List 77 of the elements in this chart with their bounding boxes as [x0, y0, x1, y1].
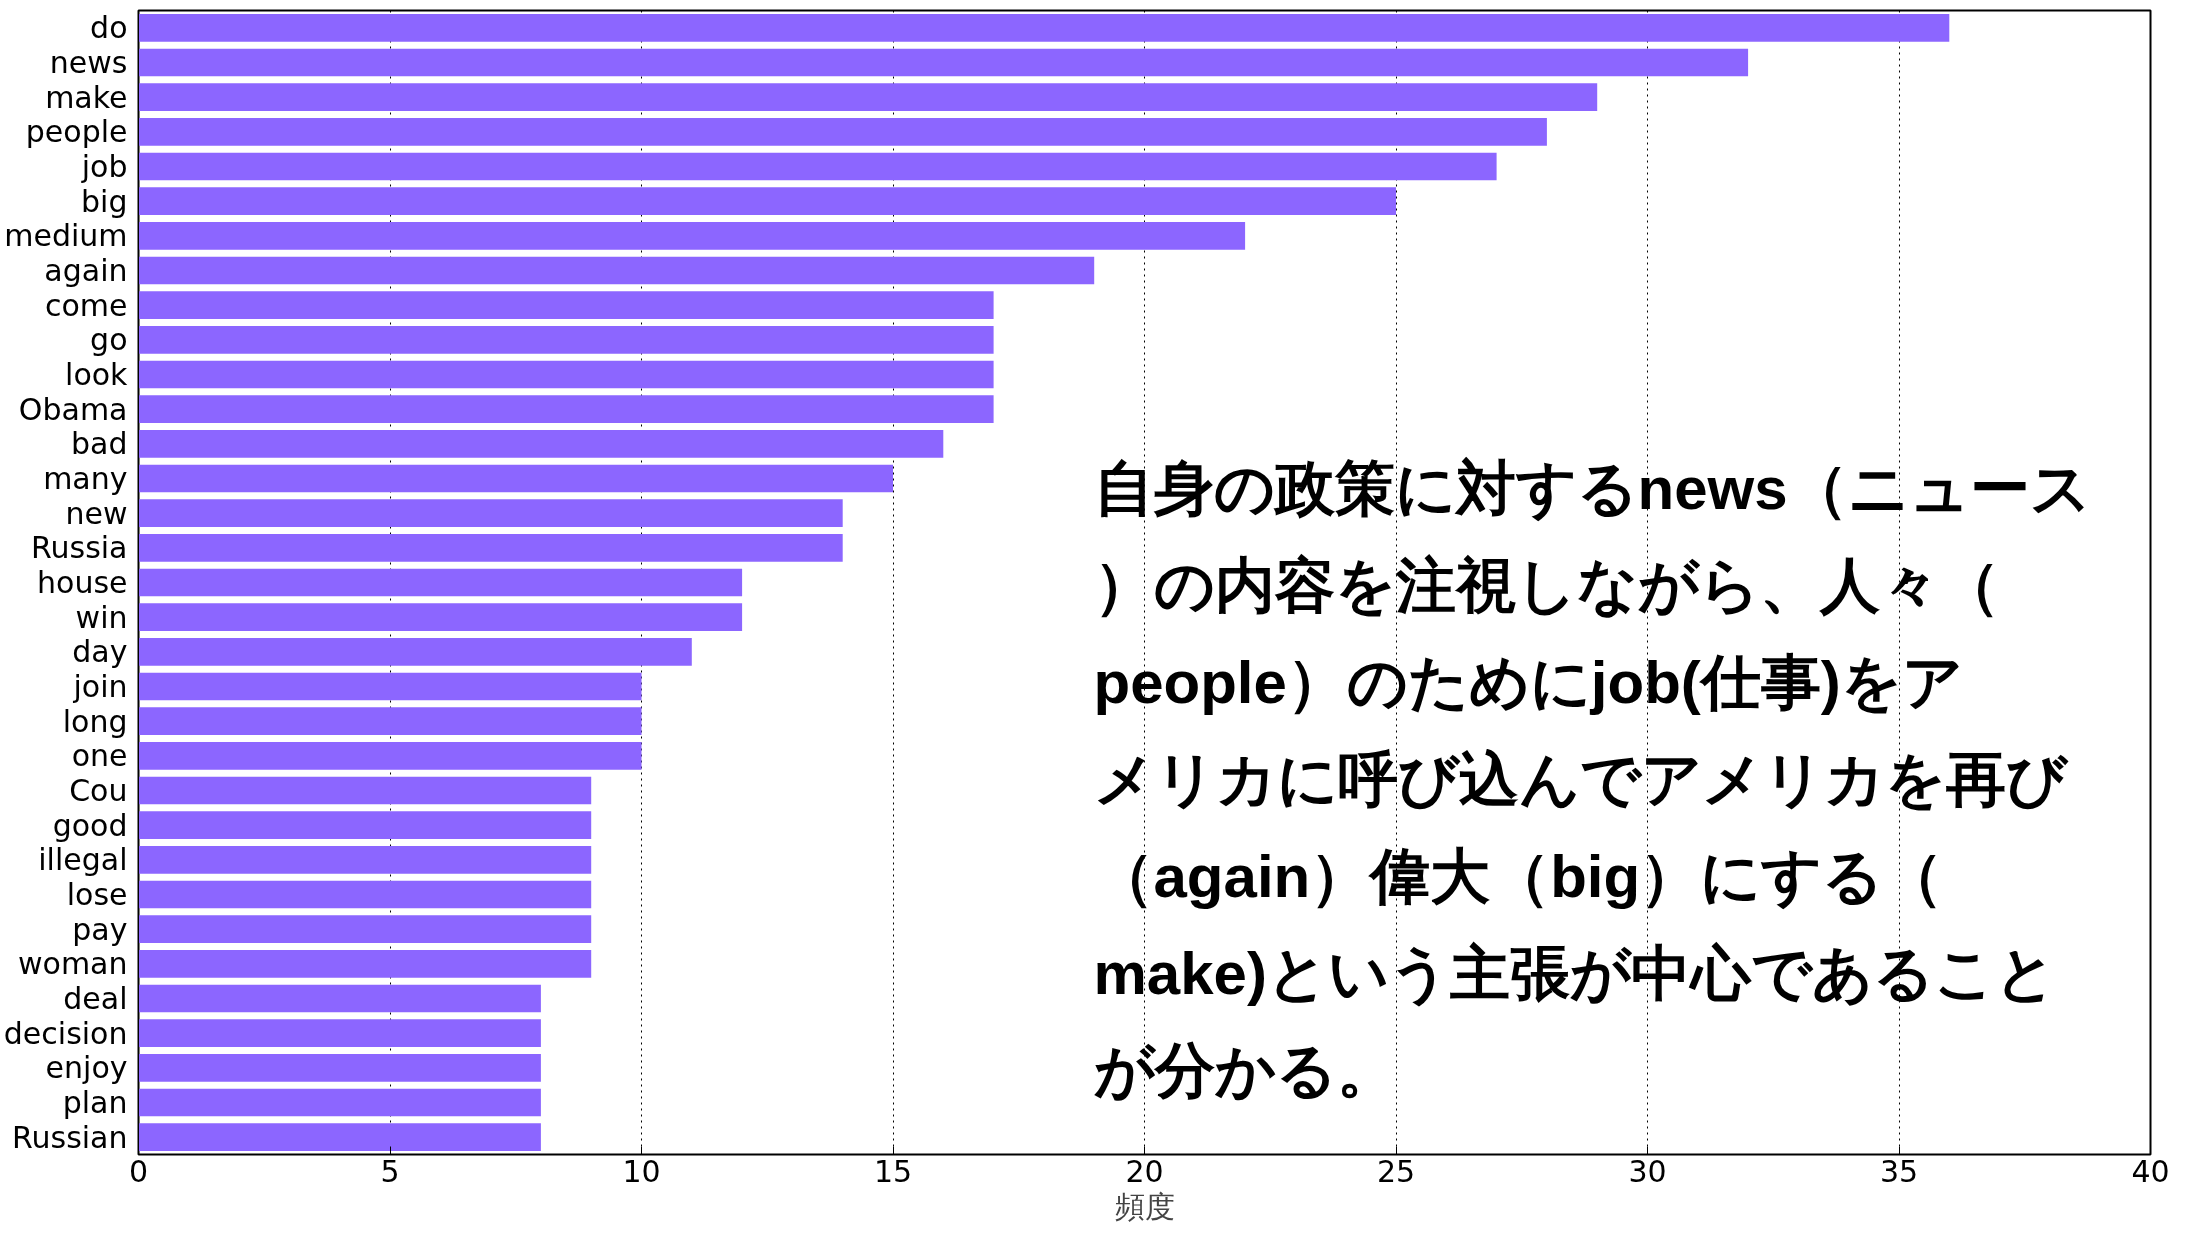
bar: [138, 152, 1497, 181]
bar: [138, 949, 592, 978]
y-tick-label: long: [62, 703, 128, 739]
y-tick-label: many: [43, 461, 128, 496]
y-tick-label: Obama: [18, 391, 128, 427]
y-tick-label: do: [90, 10, 128, 46]
bar: [138, 117, 1547, 146]
bar: [138, 499, 843, 528]
bar: [138, 880, 592, 909]
bar: [138, 83, 1598, 112]
y-tick-label: job: [80, 149, 128, 184]
bar: [138, 360, 994, 389]
bar: [138, 1053, 541, 1082]
y-tick-label: day: [72, 634, 128, 670]
x-tick-label: 5: [380, 1153, 400, 1189]
y-tick-label: bad: [71, 426, 128, 462]
y-tick-label: win: [75, 599, 128, 635]
x-tick-label: 25: [1376, 1153, 1416, 1189]
y-tick-label: new: [65, 495, 128, 531]
y-tick-label: illegal: [38, 842, 128, 878]
y-tick-label: lose: [66, 877, 128, 912]
bar: [138, 845, 592, 874]
x-tick-label: 10: [622, 1153, 661, 1189]
y-tick-label: make: [45, 79, 128, 115]
y-tick-label: look: [65, 357, 129, 392]
bar: [138, 256, 1095, 285]
bar: [138, 707, 642, 736]
y-tick-label: Russia: [31, 530, 128, 566]
bar: [138, 1123, 541, 1152]
bar: [138, 672, 642, 701]
bar: [138, 741, 642, 770]
bar: [138, 221, 1246, 250]
bar: [138, 603, 743, 632]
bar: [138, 325, 994, 354]
bar: [138, 568, 743, 597]
y-tick-label: one: [71, 738, 128, 774]
x-tick-label: 20: [1125, 1153, 1164, 1189]
bar: [138, 533, 843, 562]
bar: [138, 637, 692, 666]
bar: [138, 984, 541, 1013]
bar: [138, 291, 994, 320]
x-tick-label: 30: [1628, 1153, 1667, 1189]
y-tick-label: plan: [62, 1085, 128, 1120]
bar: [138, 776, 592, 805]
x-tick-label: 0: [128, 1153, 149, 1189]
y-tick-label: good: [52, 807, 128, 843]
y-tick-label: deal: [63, 981, 128, 1016]
x-axis-title: 頻度: [1114, 1189, 1175, 1223]
bar: [138, 13, 1950, 42]
y-tick-label: decision: [3, 1015, 128, 1051]
bar: [138, 464, 893, 493]
bar: [138, 48, 1749, 77]
y-tick-label: house: [37, 565, 128, 600]
x-tick-label: 15: [873, 1153, 913, 1189]
y-tick-label: woman: [17, 946, 128, 982]
y-tick-label: big: [81, 183, 128, 219]
bar: [138, 429, 944, 458]
y-tick-label: join: [72, 669, 128, 704]
bar: [138, 187, 1396, 216]
y-tick-label: pay: [72, 911, 128, 947]
y-tick-label: medium: [4, 218, 128, 254]
y-tick-label: go: [90, 322, 128, 358]
y-tick-label: news: [49, 45, 128, 80]
bar: [138, 1019, 541, 1048]
annotation: 自身の政策に対するnews（ニュース）の内容を注視しながら、人々（people）のためにjob(仕事)をアメリカに呼び込んでアメリカを再び（again）偉大（big）にする（make)という主張が中心であることが分かる。: [1093, 454, 2091, 1105]
bar: [138, 395, 994, 424]
bar: [138, 1088, 541, 1117]
bar: [138, 811, 592, 840]
bar: [138, 915, 592, 944]
x-tick-label: 40: [2131, 1153, 2170, 1189]
x-tick-label: 35: [1879, 1153, 1919, 1189]
y-tick-label: again: [44, 253, 128, 288]
y-tick-label: Cou: [69, 773, 128, 808]
y-tick-label: Russian: [12, 1119, 128, 1155]
y-tick-label: enjoy: [45, 1050, 128, 1086]
y-tick-label: people: [25, 114, 128, 150]
y-tick-label: come: [44, 287, 128, 323]
